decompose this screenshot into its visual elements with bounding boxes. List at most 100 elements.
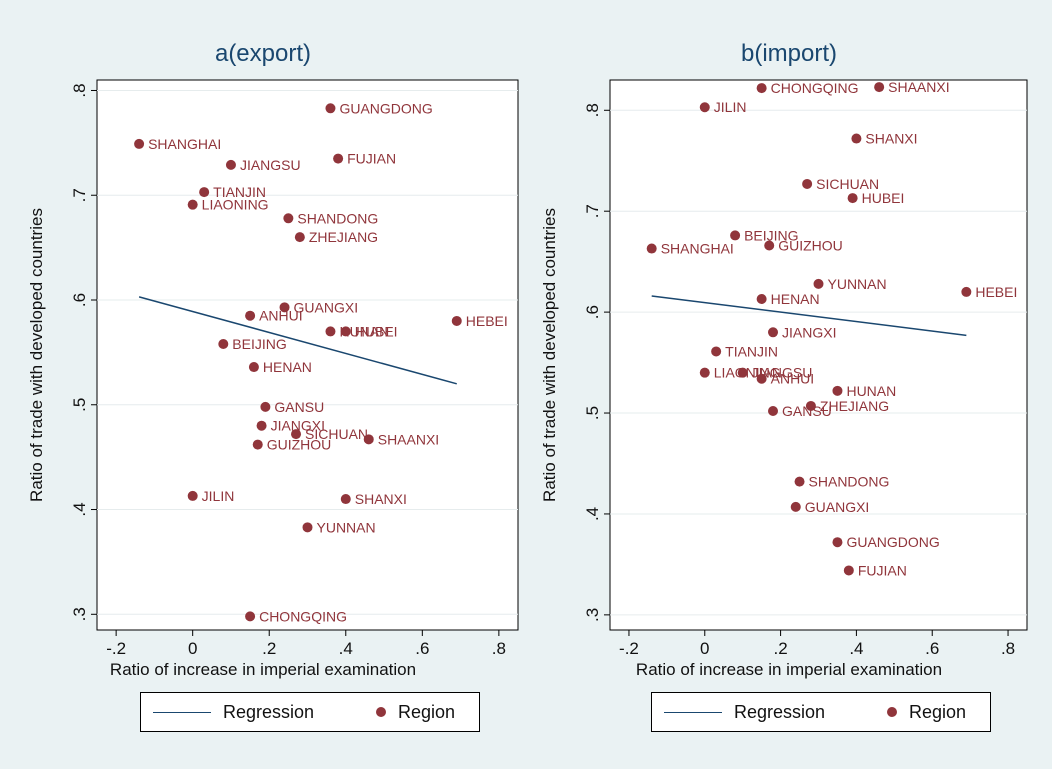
- x-tick-label: .4: [339, 639, 353, 658]
- region-point: [325, 103, 336, 114]
- point-label: GANSU: [782, 403, 832, 419]
- region-point: [768, 406, 779, 417]
- point-label: ANHUI: [259, 308, 303, 324]
- regression-line: [138, 296, 457, 385]
- region-point: [199, 187, 210, 198]
- y-tick-label: .4: [70, 502, 89, 516]
- x-axis-label: Ratio of increase in imperial examinatio…: [109, 660, 417, 679]
- regression-legend-line: [664, 712, 722, 713]
- point-label: GUANGXI: [805, 499, 870, 515]
- region-point: [699, 102, 710, 113]
- region-point: [790, 501, 801, 512]
- regression-line: [651, 295, 967, 337]
- region-point: [333, 153, 344, 164]
- point-label: TIANJIN: [213, 184, 266, 200]
- region-point: [340, 494, 351, 505]
- legend: Regression Region: [651, 692, 991, 732]
- point-label: HUNAN: [846, 383, 896, 399]
- x-tick-label: .8: [492, 639, 506, 658]
- region-point: [646, 243, 657, 254]
- region-point: [218, 339, 229, 349]
- point-label: ZHEJIANG: [820, 398, 889, 414]
- y-tick-label: .3: [583, 608, 602, 622]
- point-label: HEBEI: [466, 313, 508, 329]
- legend-label-region: Region: [909, 702, 967, 722]
- point-label: SHANXI: [355, 491, 407, 507]
- plot-area: [609, 79, 1028, 631]
- region-point: [134, 138, 145, 149]
- region-point: [245, 611, 256, 622]
- region-point: [756, 373, 767, 384]
- legend-label-regression: Regression: [734, 702, 826, 722]
- point-label: HUBEI: [862, 190, 905, 206]
- point-label: GUIZHOU: [267, 437, 332, 453]
- x-tick-label: .4: [849, 639, 863, 658]
- region-point: [802, 178, 813, 189]
- region-point: [302, 522, 313, 533]
- region-point: [711, 346, 722, 357]
- point-label: ZHEJIANG: [309, 229, 378, 245]
- x-tick-label: .2: [773, 639, 787, 658]
- point-label: GUANGDONG: [339, 100, 432, 116]
- point-label: JIANGSU: [240, 157, 301, 173]
- region-point: [260, 401, 271, 412]
- region-point: [283, 213, 294, 224]
- point-label: YUNNAN: [828, 276, 887, 292]
- region-point: [187, 199, 198, 210]
- region-legend-marker: [376, 707, 386, 717]
- region-point: [832, 537, 843, 548]
- x-tick-label: 0: [700, 639, 709, 658]
- y-tick-label: .4: [583, 507, 602, 521]
- chart-title: b(import): [740, 40, 837, 67]
- point-label: JIANGXI: [271, 418, 325, 434]
- region-point: [756, 293, 767, 304]
- x-tick-label: -.2: [619, 639, 639, 658]
- y-tick-label: .5: [70, 398, 89, 412]
- region-point: [851, 133, 862, 144]
- point-label: GUANGDONG: [846, 534, 939, 550]
- region-point: [363, 434, 374, 445]
- point-label: LIAONING: [202, 197, 269, 213]
- y-tick-label: .8: [70, 83, 89, 97]
- point-label: YUNNAN: [317, 519, 376, 535]
- region-point: [279, 302, 290, 313]
- region-point: [874, 82, 885, 93]
- region-point: [805, 400, 816, 411]
- point-label: SHAANXI: [888, 79, 949, 95]
- y-tick-label: .6: [583, 305, 602, 319]
- region-point: [737, 367, 748, 378]
- region-point: [843, 565, 854, 576]
- point-label: SHANXI: [865, 131, 917, 147]
- x-tick-label: .8: [1001, 639, 1015, 658]
- region-point: [730, 230, 741, 241]
- region-point: [451, 315, 462, 326]
- region-point: [832, 385, 843, 396]
- region-point: [248, 362, 259, 373]
- point-label: HUBEI: [355, 323, 398, 339]
- region-point: [756, 83, 767, 94]
- chart-panel-import: b(import) .3 .4 .5 .6 .7 .8 -.2 0 .2 .4 .6 .8 CHONGQ…: [526, 0, 1052, 769]
- point-label: JIANGSU: [752, 365, 813, 381]
- point-label: HENAN: [263, 359, 312, 375]
- y-tick-label: .5: [583, 406, 602, 420]
- chart-title: a(export): [214, 40, 312, 67]
- point-label: HENAN: [771, 291, 820, 307]
- point-label: GUANGXI: [294, 299, 359, 315]
- point-label: SHANGHAI: [661, 241, 734, 257]
- region-point: [252, 439, 263, 450]
- region-point: [325, 326, 336, 337]
- point-label: ANHUI: [771, 371, 815, 387]
- point-label: SHANDONG: [297, 210, 378, 226]
- region-point: [340, 326, 351, 337]
- regression-legend-line: [153, 712, 211, 713]
- point-label: JIANGXI: [782, 324, 836, 340]
- point-label: SICHUAN: [305, 426, 368, 442]
- x-tick-label: -.2: [106, 639, 126, 658]
- point-label: CHONGQING: [771, 80, 859, 96]
- region-point: [256, 420, 267, 431]
- point-label: BEIJING: [744, 227, 798, 243]
- export-scatter-plot: .3 .4 .5 .6 .7 .8 -.2 0 .2 .4 .6 .8 GUANGDONG SHANGHA…: [70, 79, 519, 658]
- x-tick-label: 0: [188, 639, 197, 658]
- x-axis-label: Ratio of increase in imperial examinatio…: [635, 660, 943, 679]
- point-label: GANSU: [274, 399, 324, 415]
